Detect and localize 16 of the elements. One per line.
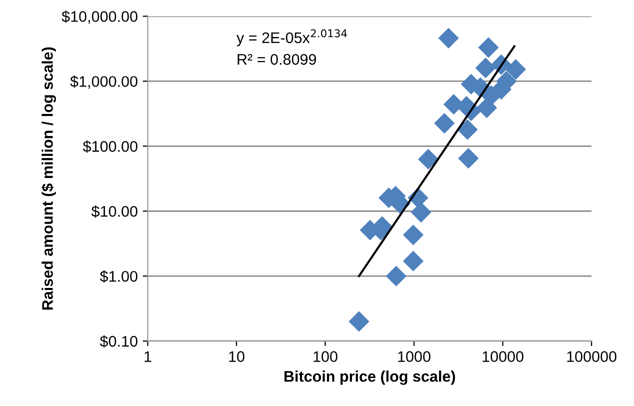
x-tick-label: 100	[314, 351, 338, 362]
x-tick-label: 1000	[398, 351, 430, 362]
y-axis-title: Raised amount ($ million / log scale)	[41, 47, 56, 310]
x-axis-title: Bitcoin price (log scale)	[284, 370, 456, 385]
y-tick-label: $10.00	[91, 205, 138, 218]
x-tick-label: 10	[229, 351, 244, 362]
y-tick-label: $100.00	[82, 140, 138, 153]
y-tick-label: $0.10	[100, 335, 138, 348]
y-tick-label: $10,000.00	[62, 10, 138, 24]
annotation: y = 2E-05x$^{2.0134}$	[236, 29, 347, 46]
x-tick-label: 10000	[482, 351, 524, 362]
annotation: R² = 0.8099	[238, 54, 316, 65]
x-tick-label: 100000	[567, 351, 616, 362]
y-tick-label: $1,000.00	[70, 75, 138, 89]
x-tick-label: 1	[144, 351, 152, 362]
y-tick-label: $1.00	[100, 270, 138, 283]
